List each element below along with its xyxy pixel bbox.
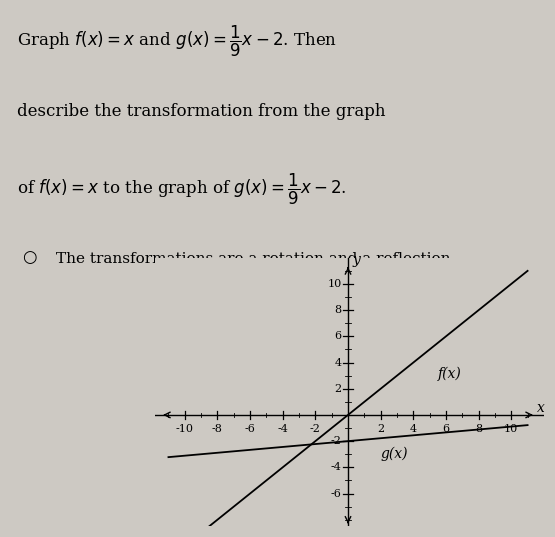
- Text: Graph $f(x) = x$ and $g(x) = \dfrac{1}{9}x - 2$. Then: Graph $f(x) = x$ and $g(x) = \dfrac{1}{9…: [17, 24, 337, 59]
- Text: x: x: [537, 401, 544, 416]
- Text: 8: 8: [475, 424, 482, 434]
- Text: f(x): f(x): [438, 367, 462, 381]
- Text: 2: 2: [334, 384, 341, 394]
- Text: The transformations are a rotation and a reflection.: The transformations are a rotation and a…: [56, 252, 455, 266]
- Text: 2: 2: [377, 424, 384, 434]
- Text: describe the transformation from the graph: describe the transformation from the gra…: [17, 103, 385, 120]
- Text: 10: 10: [504, 424, 518, 434]
- Text: -2: -2: [310, 424, 321, 434]
- Text: -6: -6: [331, 489, 341, 498]
- Text: -4: -4: [278, 424, 288, 434]
- Text: of $f(x) = x$ to the graph of $g(x) = \dfrac{1}{9}x - 2$.: of $f(x) = x$ to the graph of $g(x) = \d…: [17, 171, 346, 207]
- Text: ○: ○: [22, 248, 37, 266]
- Text: 10: 10: [327, 279, 341, 289]
- Text: y: y: [352, 253, 360, 267]
- Text: 6: 6: [442, 424, 450, 434]
- Text: -2: -2: [331, 436, 341, 446]
- Text: 4: 4: [334, 358, 341, 367]
- Text: 4: 4: [410, 424, 417, 434]
- Text: 6: 6: [334, 331, 341, 342]
- Text: 8: 8: [334, 305, 341, 315]
- Text: g(x): g(x): [381, 447, 408, 461]
- Text: -6: -6: [245, 424, 255, 434]
- Text: -4: -4: [331, 462, 341, 473]
- Text: -10: -10: [176, 424, 194, 434]
- Text: -8: -8: [212, 424, 223, 434]
